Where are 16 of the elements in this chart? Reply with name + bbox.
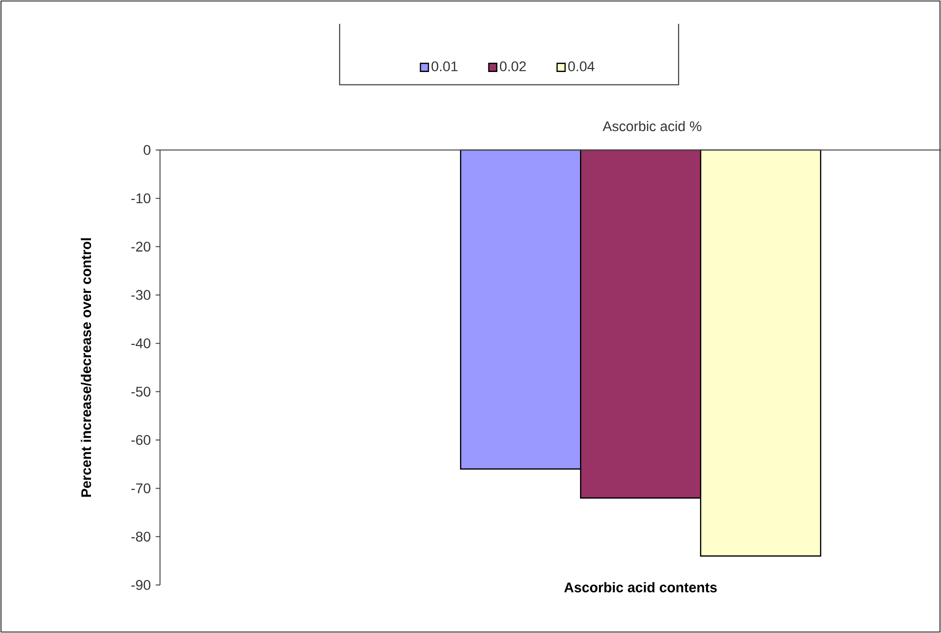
y-tick-label: -10 bbox=[131, 193, 150, 204]
legend-label: 0.01 bbox=[432, 61, 458, 72]
y-tick-label: -60 bbox=[131, 435, 150, 445]
legend-label: 0.04 bbox=[568, 61, 594, 72]
y-tick-label: -50 bbox=[131, 386, 150, 397]
y-tick-label: -80 bbox=[131, 532, 150, 542]
y-tick-label: -90 bbox=[131, 580, 150, 590]
y-axis-title: Percent increase/decrease over control bbox=[80, 238, 92, 497]
x-tick-label: Ascorbic acid contents bbox=[564, 582, 717, 592]
legend-title: Ascorbic acid % bbox=[602, 120, 702, 132]
y-tick-label: -70 bbox=[131, 483, 150, 494]
y-tick-label: -20 bbox=[131, 242, 150, 252]
legend-label: 0.02 bbox=[500, 61, 526, 72]
y-tick-label: 0 bbox=[144, 145, 150, 155]
y-tick-label: -40 bbox=[131, 338, 150, 348]
y-tick-label: -30 bbox=[131, 290, 150, 300]
